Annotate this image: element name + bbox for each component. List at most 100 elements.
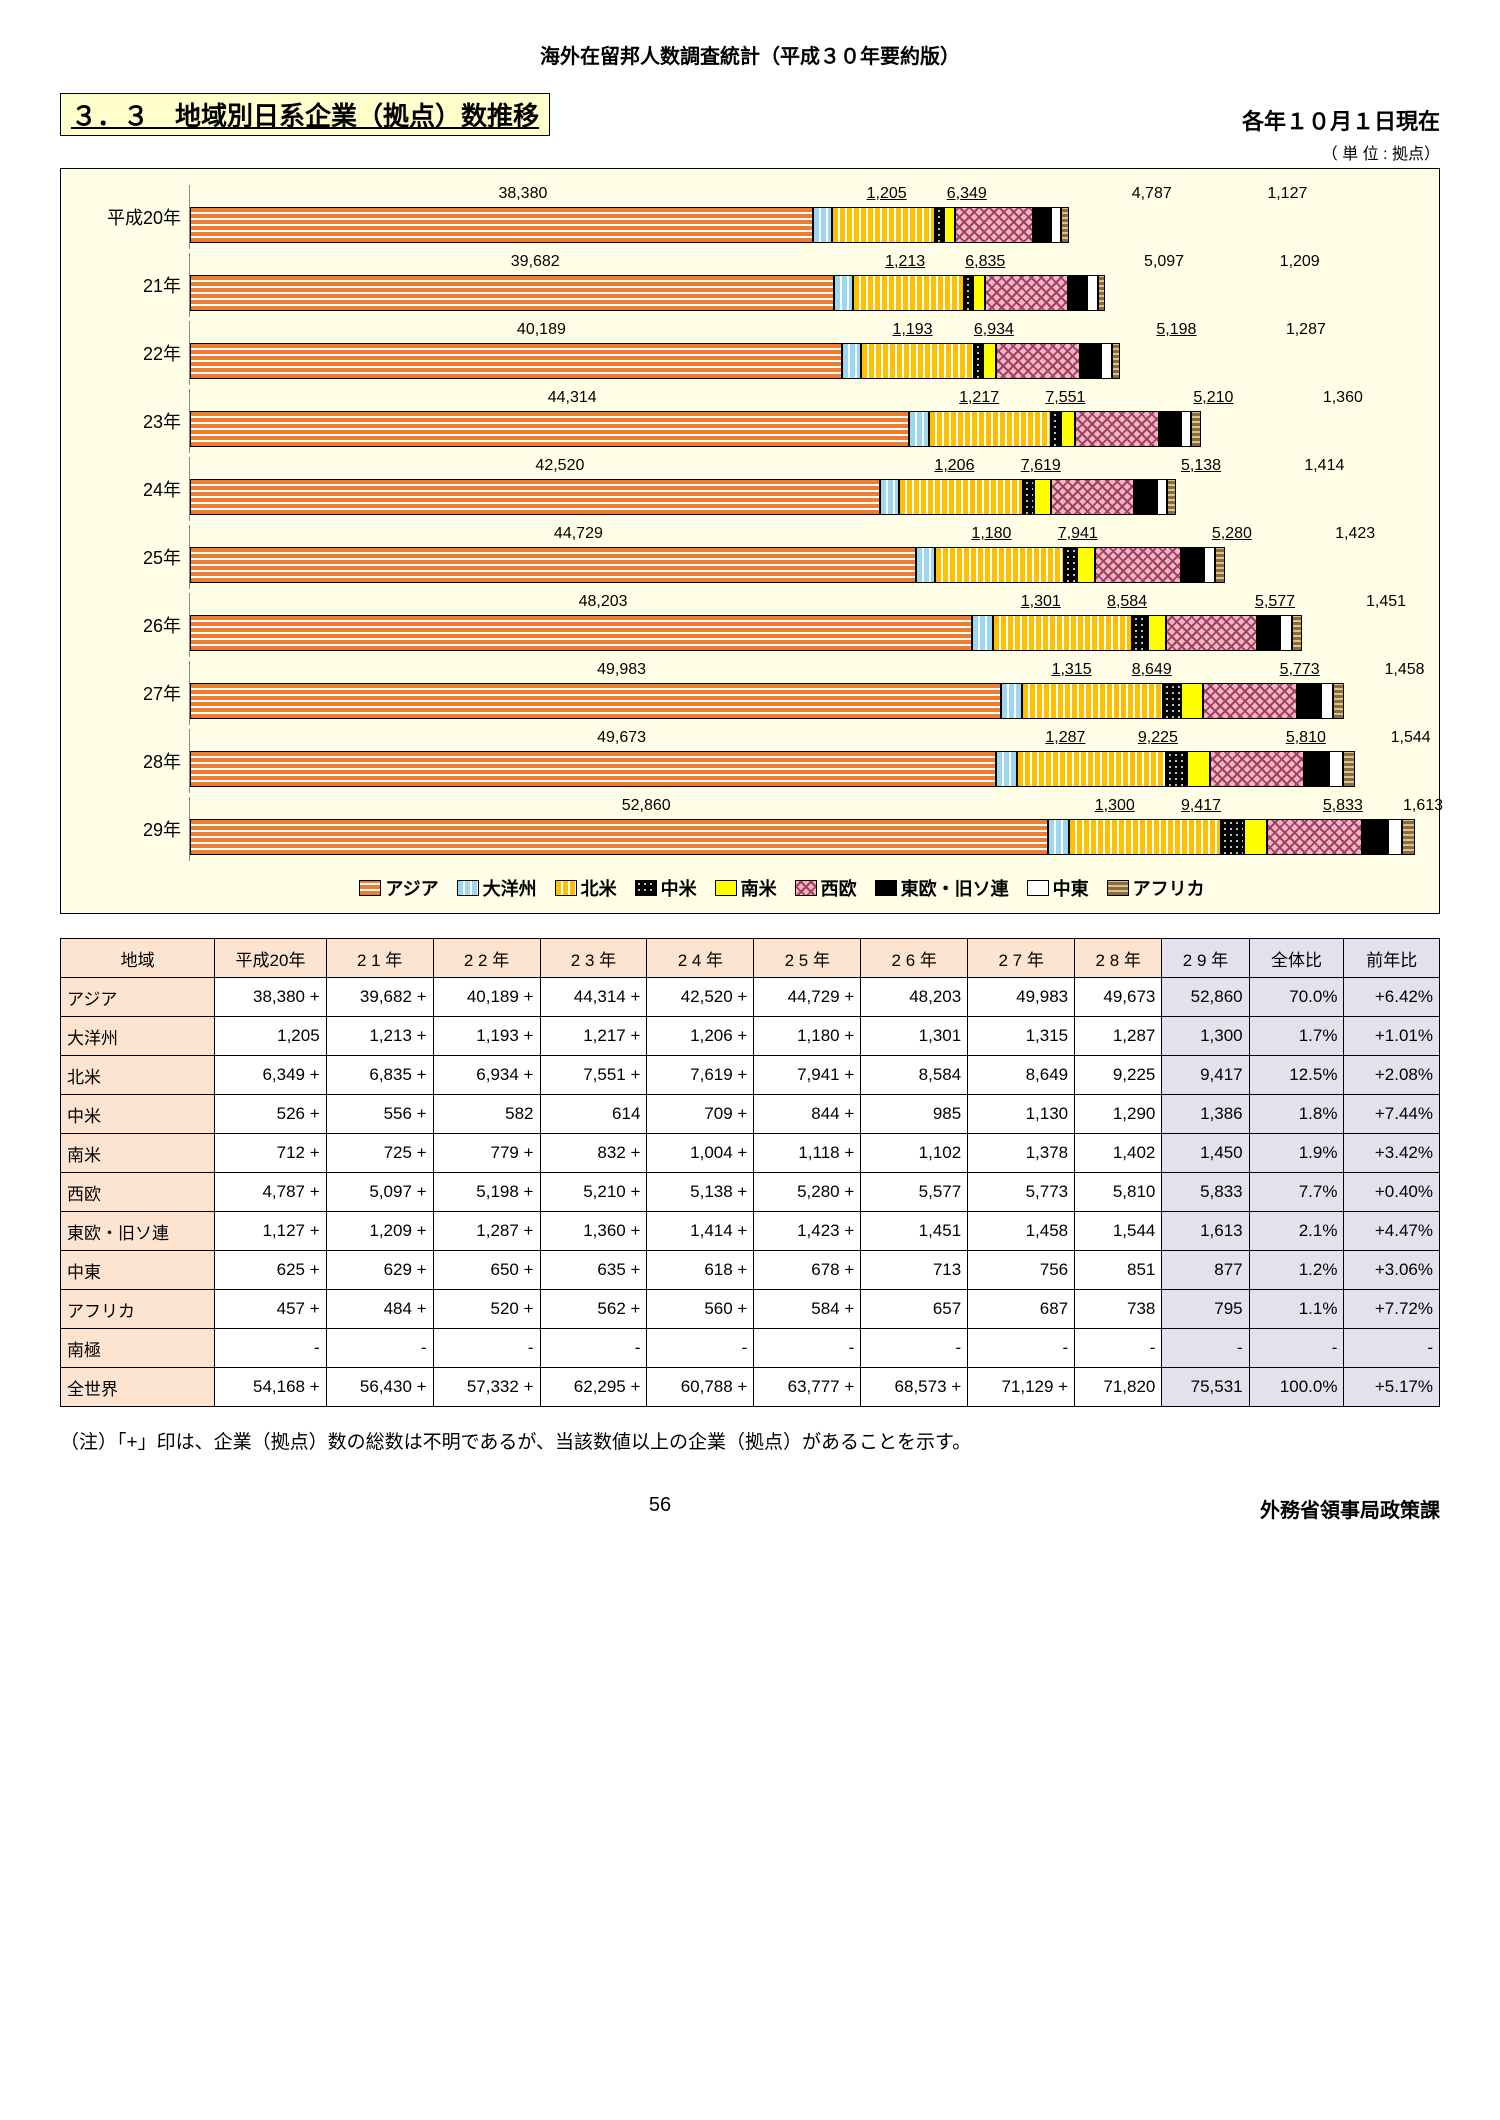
table-cell: 48,203 — [861, 978, 968, 1017]
table-cell: - — [1162, 1329, 1249, 1368]
bar-segment-we — [1203, 683, 1297, 719]
source-credit: 外務省領事局政策課 — [1260, 1494, 1440, 1523]
table-cell: 687 — [968, 1290, 1075, 1329]
document-header: 海外在留邦人数調査統計（平成３０年要約版） — [60, 40, 1440, 69]
bar-area: 44,3141,2177,5515,2101,360 — [189, 389, 1423, 453]
year-label: 平成20年 — [101, 204, 189, 230]
table-cell: - — [1075, 1329, 1162, 1368]
legend-na: 北米 — [555, 875, 617, 901]
year-label: 24年 — [101, 476, 189, 502]
bar-value-label: 1,209 — [1280, 253, 1320, 271]
table-row: 南米712 +725 +779 +832 +1,004 +1,118 +1,10… — [61, 1134, 1440, 1173]
table-cell: 1.2% — [1249, 1251, 1344, 1290]
table-cell: 1,287 — [1075, 1017, 1162, 1056]
table-cell: 北米 — [61, 1056, 215, 1095]
table-header: 平成20年 — [215, 939, 326, 978]
bar-row: 26年48,2031,3018,5845,5771,451 — [101, 593, 1423, 657]
table-cell: 56,430 + — [326, 1368, 433, 1407]
table-cell: 1,004 + — [647, 1134, 754, 1173]
table-cell: - — [326, 1329, 433, 1368]
bar-segment-asia — [190, 751, 996, 787]
bar-row: 22年40,1891,1936,9345,1981,287 — [101, 321, 1423, 385]
bar-row: 平成20年38,3801,2056,3494,7871,127 — [101, 185, 1423, 249]
bar-segment-we — [955, 207, 1033, 243]
bar-segment-we — [1210, 751, 1304, 787]
table-cell: 39,682 + — [326, 978, 433, 1017]
table-cell: 5,198 + — [433, 1173, 540, 1212]
table-cell: 1,130 — [968, 1095, 1075, 1134]
bar-area: 42,5201,2067,6195,1381,414 — [189, 457, 1423, 521]
table-cell: 7,941 + — [754, 1056, 861, 1095]
bar-segment-we — [1095, 547, 1181, 583]
table-cell: 1.1% — [1249, 1290, 1344, 1329]
table-cell: 1,402 — [1075, 1134, 1162, 1173]
bar-value-label: 1,301 — [1021, 593, 1061, 611]
asof-date: 各年１０月１日現在 — [1242, 104, 1440, 136]
table-cell: 東欧・旧ソ連 — [61, 1212, 215, 1251]
table-cell: - — [647, 1329, 754, 1368]
table-cell: 1.8% — [1249, 1095, 1344, 1134]
section-title: ３．３ 地域別日系企業（拠点）数推移 — [60, 93, 550, 136]
table-cell: 1,458 — [968, 1212, 1075, 1251]
table-cell: +7.44% — [1344, 1095, 1440, 1134]
table-cell: 877 — [1162, 1251, 1249, 1290]
table-cell: +1.01% — [1344, 1017, 1440, 1056]
table-cell: 57,332 + — [433, 1368, 540, 1407]
table-cell: 712 + — [215, 1134, 326, 1173]
bar-segment-ca — [1163, 683, 1181, 719]
bar-segment-asia — [190, 547, 916, 583]
table-cell: 1,544 — [1075, 1212, 1162, 1251]
bar-segment-af — [1191, 411, 1200, 447]
table-cell: 100.0% — [1249, 1368, 1344, 1407]
bar-segment-asia — [190, 615, 972, 651]
bar-row: 21年39,6821,2136,8355,0971,209 — [101, 253, 1423, 317]
bar-value-label: 7,551 — [1045, 389, 1085, 407]
bar-segment-oceania — [916, 547, 935, 583]
table-cell: 725 + — [326, 1134, 433, 1173]
table-cell: - — [433, 1329, 540, 1368]
bar-value-label: 1,423 — [1335, 525, 1375, 543]
bar-segment-oceania — [880, 479, 900, 515]
bar-value-label: 1,213 — [885, 253, 925, 271]
table-header: 2 8 年 — [1075, 939, 1162, 978]
table-cell: 779 + — [433, 1134, 540, 1173]
bar-segment-we — [1166, 615, 1256, 651]
bar-value-label: 8,584 — [1107, 593, 1147, 611]
table-cell: 1,287 + — [433, 1212, 540, 1251]
bar-value-label: 52,860 — [622, 797, 671, 815]
bar-segment-asia — [190, 411, 909, 447]
table-cell: 678 + — [754, 1251, 861, 1290]
bar-segment-ee — [1033, 207, 1051, 243]
table-cell: 全世界 — [61, 1368, 215, 1407]
legend-ca: 中米 — [635, 875, 697, 901]
table-cell: 526 + — [215, 1095, 326, 1134]
bar-segment-af — [1061, 207, 1068, 243]
table-cell: 60,788 + — [647, 1368, 754, 1407]
table-cell: 4,787 + — [215, 1173, 326, 1212]
bar-segment-na — [853, 275, 964, 311]
bar-segment-we — [1051, 479, 1134, 515]
table-cell: 1.9% — [1249, 1134, 1344, 1173]
bar-value-label: 49,673 — [597, 729, 646, 747]
table-cell: +4.47% — [1344, 1212, 1440, 1251]
table-header-row: 地域平成20年2 1 年2 2 年2 3 年2 4 年2 5 年2 6 年2 7… — [61, 939, 1440, 978]
table-cell: - — [1344, 1329, 1440, 1368]
table-cell: 1,209 + — [326, 1212, 433, 1251]
table-cell: 68,573 + — [861, 1368, 968, 1407]
table-cell: 1,315 — [968, 1017, 1075, 1056]
bar-value-label: 9,417 — [1181, 797, 1221, 815]
table-cell: 9,417 — [1162, 1056, 1249, 1095]
table-cell: 625 + — [215, 1251, 326, 1290]
bar-value-label: 5,138 — [1181, 457, 1221, 475]
table-cell: 657 — [861, 1290, 968, 1329]
bar-value-label: 1,193 — [893, 321, 933, 339]
table-cell: 中米 — [61, 1095, 215, 1134]
table-cell: 1,423 + — [754, 1212, 861, 1251]
table-cell: 629 + — [326, 1251, 433, 1290]
table-cell: 44,314 + — [540, 978, 647, 1017]
table-cell: 584 + — [754, 1290, 861, 1329]
table-cell: 5,138 + — [647, 1173, 754, 1212]
bar-value-label: 44,314 — [548, 389, 597, 407]
table-header: 2 6 年 — [861, 939, 968, 978]
bar-value-label: 1,451 — [1366, 593, 1406, 611]
